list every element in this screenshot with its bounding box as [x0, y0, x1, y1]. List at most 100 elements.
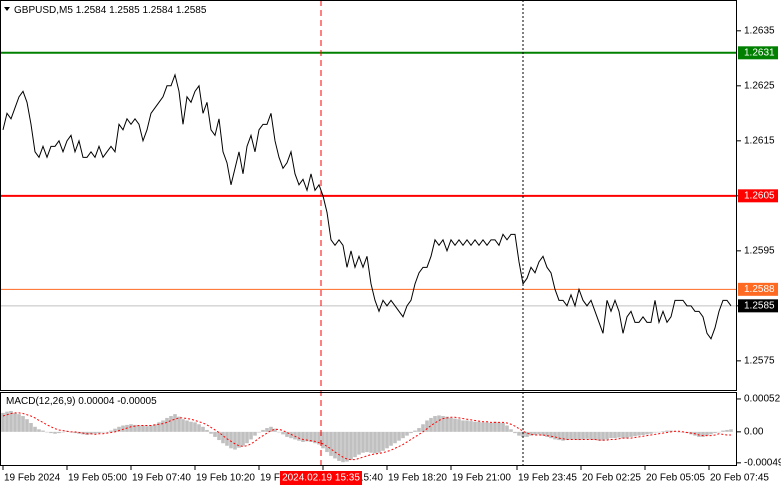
- macd-bar: [245, 431, 249, 444]
- macd-bar: [697, 431, 701, 437]
- macd-bar: [421, 424, 425, 432]
- macd-bar: [377, 431, 381, 453]
- macd-bar: [141, 425, 145, 432]
- macd-bar: [713, 431, 717, 434]
- macd-bar: [105, 431, 109, 433]
- macd-bar: [389, 431, 393, 446]
- macd-bar: [273, 428, 277, 432]
- macd-bar: [585, 431, 589, 439]
- macd-bar: [525, 431, 529, 437]
- level-label: 1.2605: [744, 190, 775, 201]
- price-line: [2, 73, 732, 340]
- collapse-icon[interactable]: [4, 7, 10, 11]
- macd-bar: [177, 416, 181, 432]
- macd-bar: [257, 431, 261, 433]
- macd-bar: [417, 428, 421, 432]
- macd-bar: [145, 426, 149, 432]
- macd-bar: [305, 431, 309, 442]
- macd-bar: [721, 430, 725, 432]
- y-tick-label: 1.2635: [744, 25, 775, 36]
- macd-bar: [89, 431, 93, 435]
- macd-bar: [325, 431, 329, 453]
- macd-bar: [529, 431, 533, 436]
- macd-bar: [557, 431, 561, 441]
- y-tick-label: 1.2615: [744, 135, 775, 146]
- macd-bar: [197, 424, 201, 432]
- macd-bar: [301, 431, 305, 442]
- macd-bar: [153, 424, 157, 432]
- macd-bar: [193, 422, 197, 432]
- macd-bar: [385, 431, 389, 449]
- macd-bar: [253, 431, 257, 436]
- macd-bar: [477, 421, 481, 432]
- macd-bar: [625, 431, 629, 439]
- macd-bar: [357, 431, 361, 455]
- macd-bar: [705, 431, 709, 436]
- vertical-line-label: 2024.02.19 15:35: [282, 473, 360, 484]
- macd-bar: [565, 431, 569, 441]
- close: 1.2585: [176, 5, 207, 16]
- macd-bar: [661, 431, 665, 432]
- macd-bar: [209, 431, 213, 434]
- macd-bar: [337, 431, 341, 461]
- macd-header: MACD(12,26,9) 0.00004 -0.00005: [6, 396, 157, 407]
- macd-bar: [605, 431, 609, 440]
- macd-bar: [469, 421, 473, 432]
- macd-bar: [261, 429, 265, 432]
- macd-bar: [9, 410, 13, 432]
- last-price-label-box: [738, 299, 778, 313]
- macd-bar: [541, 431, 545, 436]
- macd-bar: [501, 422, 505, 432]
- macd-bar: [213, 431, 217, 437]
- macd-bar: [609, 431, 613, 439]
- macd-bar: [173, 414, 177, 432]
- macd-bar: [449, 417, 453, 432]
- macd-bar: [513, 431, 517, 434]
- level-label: 1.2588: [744, 284, 775, 295]
- macd-bar: [149, 425, 153, 432]
- macd-value: 0.00004: [78, 396, 115, 407]
- macd-bar: [281, 431, 285, 435]
- low: 1.2584: [142, 5, 173, 16]
- macd-bar: [93, 431, 97, 434]
- macd-bar: [485, 422, 489, 432]
- macd-bar: [457, 419, 461, 432]
- level-label-box: [738, 282, 778, 296]
- macd-bar: [265, 428, 269, 432]
- macd-bar: [545, 431, 549, 437]
- macd-bar: [45, 431, 49, 433]
- y-tick-label: 0.00052: [744, 394, 781, 405]
- macd-bar: [37, 429, 41, 432]
- open: 1.2584: [76, 5, 107, 16]
- macd-bar: [729, 429, 733, 432]
- macd-bar: [657, 431, 661, 433]
- macd-bar: [249, 431, 253, 440]
- macd-bar: [181, 419, 185, 432]
- macd-bar: [637, 431, 641, 436]
- macd-bar: [57, 431, 61, 434]
- macd-bar: [573, 431, 577, 440]
- x-tick-label: 19 Feb 07:40: [132, 473, 191, 484]
- macd-bar: [433, 416, 437, 432]
- macd-bar: [429, 417, 433, 432]
- symbol: GBPUSD,M5: [14, 5, 73, 16]
- macd-bar: [221, 431, 225, 444]
- macd-bar: [133, 424, 137, 432]
- macd-bar: [465, 420, 469, 432]
- macd-bar: [121, 425, 125, 432]
- macd-bar: [521, 431, 525, 437]
- macd-bar: [701, 431, 705, 437]
- macd-bar: [549, 431, 553, 439]
- macd-bar: [533, 431, 537, 436]
- y-tick-label: 1.2575: [744, 355, 775, 366]
- level-label-box: [738, 46, 778, 60]
- macd-bar: [113, 428, 117, 432]
- macd-bar: [369, 431, 373, 453]
- macd-bar: [17, 414, 21, 432]
- macd-bar: [393, 431, 397, 444]
- x-tick-label: 19 Feb 10:20: [196, 473, 255, 484]
- macd-bar: [677, 431, 681, 433]
